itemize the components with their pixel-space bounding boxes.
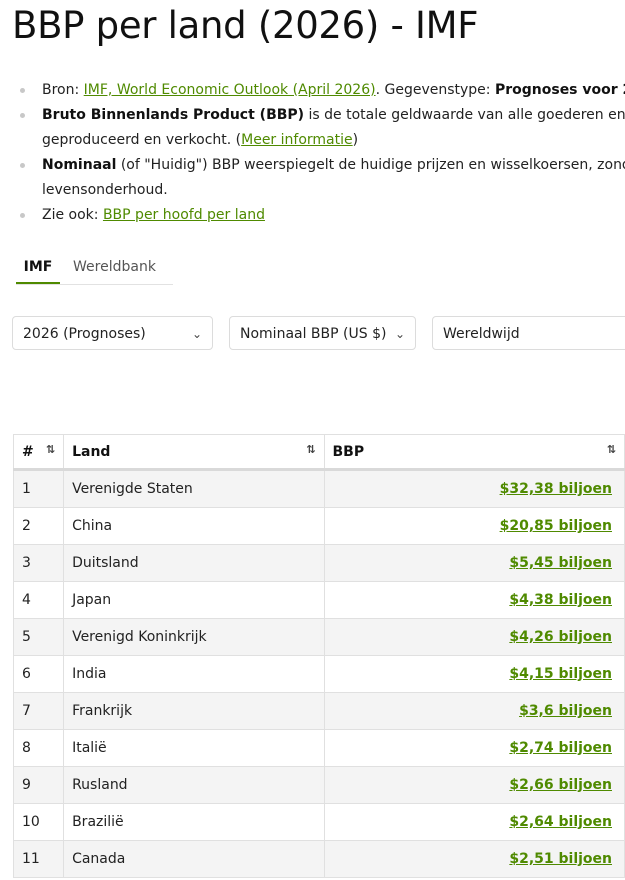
rank-cell: 11: [12, 840, 65, 878]
country-cell: India: [63, 655, 325, 693]
table-row: 4 Japan $4,38 biljoen: [12, 581, 625, 619]
gdp-value-link[interactable]: $4,15 biljoen: [509, 666, 612, 682]
page-title: BBP per land (2026) - IMF: [12, 4, 479, 47]
gdp-column-header[interactable]: BBP ⇅: [323, 434, 625, 471]
rank-cell: 3: [12, 544, 65, 582]
gdp-cell: $2,51 biljoen: [323, 840, 625, 878]
country-cell: Duitsland: [63, 544, 325, 582]
country-cell: Verenigd Koninkrijk: [63, 618, 325, 656]
more-info-link[interactable]: Meer informatie: [241, 132, 353, 148]
sort-arrows-icon: ⇅: [606, 443, 616, 456]
bbp-text-2: geproduceerd en verkocht. (: [42, 132, 242, 148]
nominal-text-1: (of "Huidig") BBP weerspiegelt de huidig…: [120, 157, 625, 173]
tab-imf[interactable]: IMF: [16, 254, 60, 284]
region-select-value: Wereldwijd: [443, 326, 520, 342]
info-list: Bron: IMF, World Economic Outlook (April…: [0, 78, 625, 228]
datatype-label: . Gegevenstype:: [375, 82, 495, 98]
gdp-value-link[interactable]: $20,85 biljoen: [499, 518, 612, 534]
table-row: 5 Verenigd Koninkrijk $4,26 biljoen: [12, 618, 625, 656]
rank-cell: 2: [12, 507, 65, 545]
bbp-definition-item: Bruto Binnenlands Product (BBP) is de to…: [0, 103, 625, 153]
table-row: 3 Duitsland $5,45 biljoen: [12, 544, 625, 582]
year-select-value: 2026 (Prognoses): [23, 326, 146, 342]
rank-cell: 7: [12, 692, 65, 730]
rank-cell: 10: [12, 803, 65, 841]
gdp-type-select[interactable]: Nominaal BBP (US $) ⌄: [229, 316, 416, 350]
gdp-value-link[interactable]: $4,26 biljoen: [509, 629, 612, 645]
table-row: 9 Rusland $2,66 biljoen: [12, 766, 625, 804]
gdp-value-link[interactable]: $2,64 biljoen: [509, 814, 612, 830]
rank-cell: 4: [12, 581, 65, 619]
gdp-cell: $20,85 biljoen: [323, 507, 625, 545]
source-item: Bron: IMF, World Economic Outlook (April…: [0, 78, 625, 103]
rank-cell: 1: [12, 469, 65, 508]
country-cell: Brazilië: [63, 803, 325, 841]
chevron-down-icon: ⌄: [394, 327, 405, 341]
gdp-value-link[interactable]: $5,45 biljoen: [509, 555, 612, 571]
nominal-definition-item: Nominaal (of "Huidig") BBP weerspiegelt …: [0, 153, 625, 203]
sort-arrows-icon: ⇅: [306, 443, 316, 456]
country-cell: China: [63, 507, 325, 545]
table-header-row: # ⇅ Land ⇅ BBP ⇅: [12, 434, 625, 471]
gdp-value-link[interactable]: $3,6 biljoen: [519, 703, 612, 719]
rank-cell: 6: [12, 655, 65, 693]
bbp-text-3: ): [352, 132, 359, 148]
datatype-value: Prognoses voor 2026: [494, 82, 625, 98]
gdp-value-link[interactable]: $2,51 biljoen: [509, 851, 612, 867]
gdp-cell: $2,74 biljoen: [323, 729, 625, 767]
country-cell: Verenigde Staten: [63, 469, 325, 508]
table-row: 2 China $20,85 biljoen: [12, 507, 625, 545]
gdp-cell: $3,6 biljoen: [323, 692, 625, 730]
country-cell: Frankrijk: [63, 692, 325, 730]
see-also-label: Zie ook:: [42, 207, 103, 223]
nominal-text-2: levensonderhoud.: [42, 182, 168, 198]
rank-cell: 5: [12, 618, 65, 656]
gdp-per-capita-link[interactable]: BBP per hoofd per land: [102, 207, 265, 223]
chevron-down-icon: ⌄: [191, 327, 202, 341]
country-cell: Canada: [63, 840, 325, 878]
gdp-cell: $5,45 biljoen: [323, 544, 625, 582]
country-column-header[interactable]: Land ⇅: [63, 434, 325, 471]
gdp-cell: $32,38 biljoen: [323, 469, 625, 508]
source-link[interactable]: IMF, World Economic Outlook (April 2026): [83, 82, 376, 98]
gdp-table: # ⇅ Land ⇅ BBP ⇅ 1 Verenigde Staten $32,38 bi…: [12, 434, 625, 878]
table-row: 7 Frankrijk $3,6 biljoen: [12, 692, 625, 730]
rank-column-header[interactable]: # ⇅: [12, 434, 65, 471]
gdp-cell: $4,15 biljoen: [323, 655, 625, 693]
gdp-cell: $4,38 biljoen: [323, 581, 625, 619]
country-cell: Japan: [63, 581, 325, 619]
see-also-item: Zie ook: BBP per hoofd per land: [0, 203, 625, 228]
bbp-term: Bruto Binnenlands Product (BBP): [42, 107, 305, 123]
gdp-cell: $2,66 biljoen: [323, 766, 625, 804]
region-select[interactable]: Wereldwijd: [432, 316, 625, 350]
source-tabs: IMF Wereldbank: [16, 254, 173, 285]
gdp-value-link[interactable]: $4,38 biljoen: [509, 592, 612, 608]
gdp-value-link[interactable]: $2,66 biljoen: [509, 777, 612, 793]
country-cell: Rusland: [63, 766, 325, 804]
gdp-value-link[interactable]: $32,38 biljoen: [499, 481, 612, 497]
gdp-cell: $4,26 biljoen: [323, 618, 625, 656]
year-select[interactable]: 2026 (Prognoses) ⌄: [12, 316, 213, 350]
gdp-value-link[interactable]: $2,74 biljoen: [509, 740, 612, 756]
rank-cell: 8: [12, 729, 65, 767]
table-row: 1 Verenigde Staten $32,38 biljoen: [12, 469, 625, 508]
gdp-type-select-value: Nominaal BBP (US $): [240, 326, 387, 342]
table-row: 6 India $4,15 biljoen: [12, 655, 625, 693]
sort-arrows-icon: ⇅: [45, 443, 56, 456]
table-row: 11 Canada $2,51 biljoen: [12, 840, 625, 878]
gdp-cell: $2,64 biljoen: [323, 803, 625, 841]
bbp-text-1: is de totale geldwaarde van alle goedere…: [308, 107, 625, 123]
table-row: 10 Brazilië $2,64 biljoen: [12, 803, 625, 841]
tab-wereldbank[interactable]: Wereldbank: [73, 259, 156, 275]
source-label: Bron:: [42, 82, 84, 98]
nominal-term: Nominaal: [42, 157, 117, 173]
table-row: 8 Italië $2,74 biljoen: [12, 729, 625, 767]
country-cell: Italië: [63, 729, 325, 767]
rank-cell: 9: [12, 766, 65, 804]
